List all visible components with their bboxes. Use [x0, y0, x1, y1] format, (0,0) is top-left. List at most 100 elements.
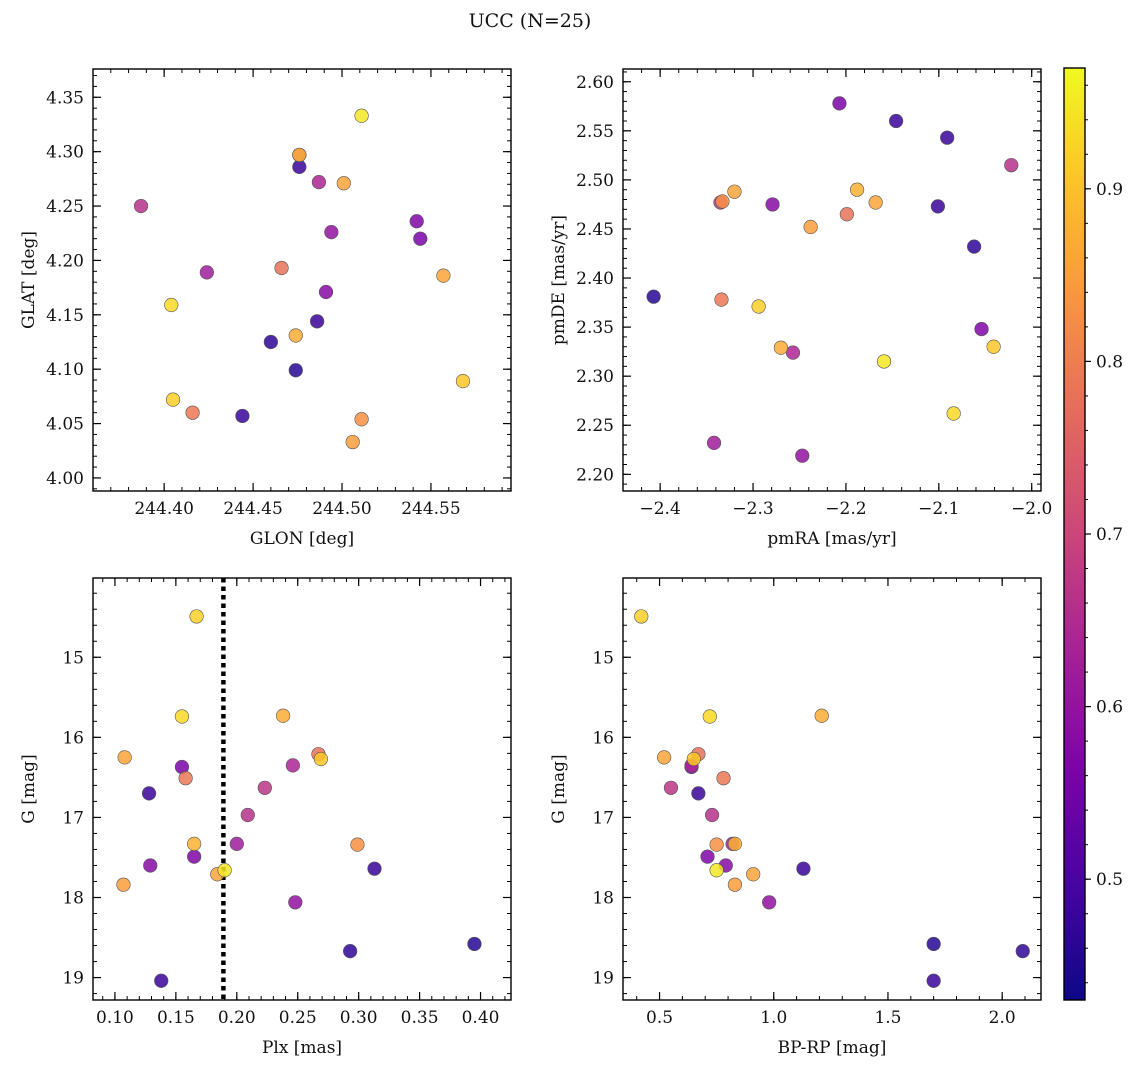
panel-top-left: 244.40 244.45 244.50 244.55 4.00 4.05 4.10 4.15…: [19, 68, 512, 549]
data-point: [174, 709, 190, 724]
data-point: [354, 412, 369, 427]
data-point: [691, 786, 706, 801]
data-point: [117, 750, 132, 765]
data-point: [285, 758, 300, 773]
x-tick-label: −2.1: [918, 499, 959, 519]
data-point: [187, 836, 202, 851]
y-tick-label: 2.25: [576, 416, 614, 436]
colorbar-tick-label: 0.9: [1096, 180, 1123, 200]
x-tick-label: −2.3: [732, 499, 773, 519]
y-tick-label: 4.10: [46, 360, 84, 380]
data-point: [762, 895, 777, 910]
x-tick-label: 0.25: [279, 1008, 317, 1028]
x-tick-label: 0.10: [96, 1008, 134, 1028]
y-tick-label: 17: [592, 808, 614, 828]
y-tick-label: 4.35: [46, 88, 84, 108]
data-point: [785, 345, 801, 360]
x-axis-label: Plx [mas]: [262, 1038, 342, 1058]
x-tick-label: 244.40: [134, 499, 193, 519]
data-point: [727, 836, 743, 851]
plot-frame: [622, 577, 1042, 1001]
data-point: [164, 297, 179, 313]
x-tick-label: 244.45: [223, 499, 282, 519]
data-point: [704, 807, 720, 823]
data-point: [849, 182, 865, 197]
data-point: [832, 96, 847, 111]
data-point: [263, 334, 278, 350]
data-point: [716, 771, 731, 786]
y-axis-label: pmDE [mas/yr]: [549, 215, 569, 345]
x-tick-label: 0.35: [401, 1008, 439, 1028]
data-point: [803, 219, 818, 235]
y-tick-label: 4.05: [46, 415, 84, 435]
data-point: [318, 284, 334, 300]
colorbar-tick-label: 0.8: [1096, 352, 1123, 372]
data-point: [930, 199, 945, 214]
data-point: [814, 708, 829, 723]
y-tick-label: 18: [62, 889, 84, 909]
data-point: [714, 292, 729, 307]
data-point: [467, 936, 482, 952]
y-tick-label: 15: [592, 648, 614, 668]
x-tick-label: −2.4: [640, 499, 681, 519]
data-point: [141, 786, 157, 801]
major-ticks: [623, 69, 1041, 491]
y-tick-label: 2.20: [576, 465, 614, 485]
data-point: [409, 214, 424, 229]
data-point: [276, 708, 291, 723]
data-point: [746, 867, 761, 882]
data-point: [663, 780, 679, 795]
y-tick-label: 4.30: [46, 143, 84, 163]
plot-frame: [622, 68, 1042, 492]
data-point: [795, 448, 810, 463]
x-tick-label: 244.55: [401, 499, 460, 519]
y-tick-label: 4.15: [46, 306, 84, 326]
panel-bottom-left: 0.10 0.15 0.20 0.25 0.30 0.35 0.40 15 16 17 18 19 Pl…: [19, 577, 512, 1058]
major-ticks: [93, 578, 511, 1000]
data-point: [288, 328, 303, 343]
data-point: [324, 225, 339, 240]
data-point: [727, 184, 742, 199]
data-point: [796, 861, 811, 876]
data-point: [436, 268, 451, 283]
x-tick-label: 244.50: [312, 499, 371, 519]
data-point: [199, 265, 214, 280]
y-axis-label: GLAT [deg]: [19, 231, 39, 329]
plot-frame: [92, 68, 512, 492]
data-point: [154, 973, 169, 988]
data-points: [133, 108, 471, 450]
data-point: [686, 751, 701, 767]
data-point: [727, 877, 743, 892]
y-tick-label: 2.55: [576, 122, 614, 142]
y-axis-label: G [mag]: [549, 754, 569, 823]
data-point: [165, 392, 181, 407]
x-tick-label: −2.2: [825, 499, 866, 519]
data-point: [288, 895, 303, 910]
major-ticks: [93, 69, 511, 491]
data-point: [133, 198, 149, 214]
y-tick-label: 2.45: [576, 220, 614, 240]
minor-ticks: [622, 69, 1041, 491]
data-point: [709, 837, 724, 852]
data-point: [1015, 944, 1030, 959]
x-tick-label: −2.0: [1011, 499, 1052, 519]
data-point: [288, 363, 303, 378]
y-tick-label: 4.25: [46, 197, 84, 217]
data-point: [974, 321, 989, 337]
data-point: [229, 836, 244, 851]
y-tick-label: 17: [62, 808, 84, 828]
x-axis-label: GLON [deg]: [250, 529, 354, 549]
minor-ticks: [623, 578, 1041, 1000]
data-point: [946, 406, 961, 421]
data-point: [350, 837, 365, 852]
data-point: [189, 609, 204, 624]
data-point: [313, 751, 328, 767]
figure-title: UCC (N=25): [469, 10, 592, 32]
y-tick-label: 18: [592, 889, 614, 909]
data-point: [751, 299, 766, 314]
plot-frame: [92, 577, 512, 1001]
data-point: [185, 405, 200, 420]
data-point: [706, 435, 722, 451]
data-point: [311, 175, 326, 190]
